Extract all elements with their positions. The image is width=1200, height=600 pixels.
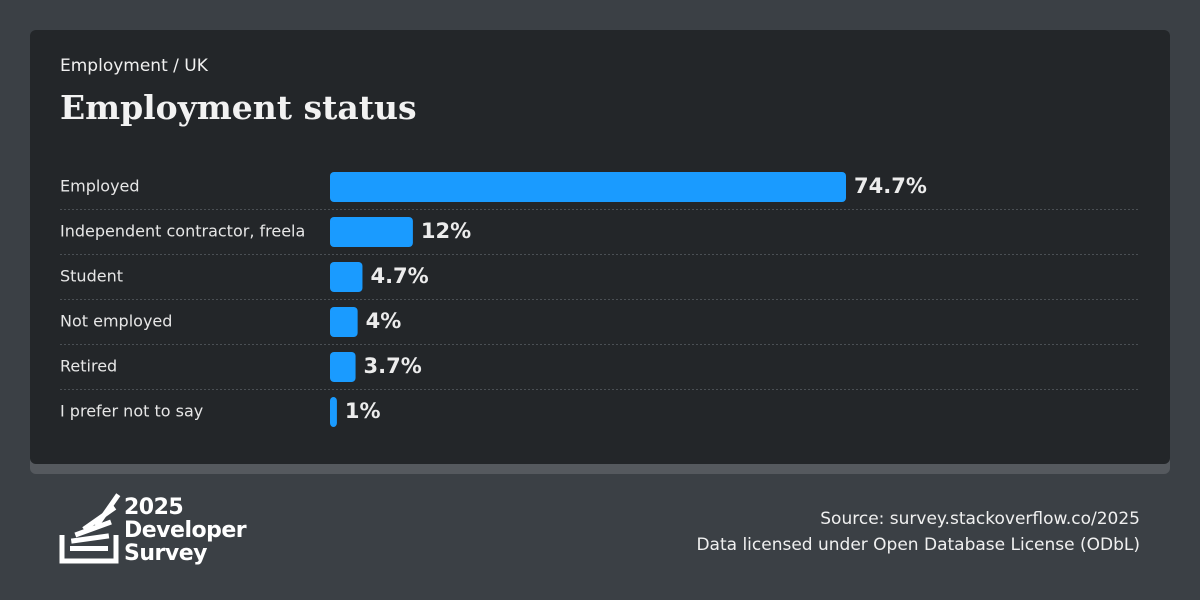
card xyxy=(30,30,1170,464)
bar xyxy=(330,307,358,337)
bar xyxy=(330,352,356,382)
logo-bar xyxy=(74,519,112,538)
bar xyxy=(330,262,363,292)
chart-title: Employment status xyxy=(60,88,417,127)
labels: Employed Independent contractor, freela St… xyxy=(60,177,305,421)
logo: 2025 Developer Survey xyxy=(59,493,247,566)
category-label: Not employed xyxy=(60,312,172,331)
logo-bar xyxy=(94,493,121,528)
logo-tray xyxy=(59,535,119,564)
logo-bar xyxy=(70,533,110,544)
value-label: 74.7% xyxy=(854,174,927,198)
category-label: Employed xyxy=(60,177,140,196)
category-label: Student xyxy=(60,267,123,286)
category-label: Independent contractor, freela xyxy=(60,222,305,241)
logo-bar xyxy=(70,546,108,551)
rows: Employed Independent contractor, freela St… xyxy=(60,172,1140,427)
logo-text: Survey xyxy=(124,541,207,566)
bar xyxy=(330,217,413,247)
logo-text: Developer xyxy=(124,518,247,543)
bar xyxy=(330,397,337,427)
source: Source: survey.stackoverflow.co/2025 xyxy=(820,509,1140,529)
value-label: 4% xyxy=(366,309,402,333)
value-label: 3.7% xyxy=(364,354,422,378)
breadcrumb: Employment / UK xyxy=(60,56,209,76)
value-label: 12% xyxy=(421,219,471,243)
logo-text: 2025 xyxy=(124,495,183,520)
value-label: 4.7% xyxy=(370,264,428,288)
category-label: I prefer not to say xyxy=(60,402,203,421)
category-label: Retired xyxy=(60,357,117,376)
license: Data licensed under Open Database Licens… xyxy=(696,535,1140,555)
bar xyxy=(330,172,846,202)
value-label: 1% xyxy=(345,399,381,423)
